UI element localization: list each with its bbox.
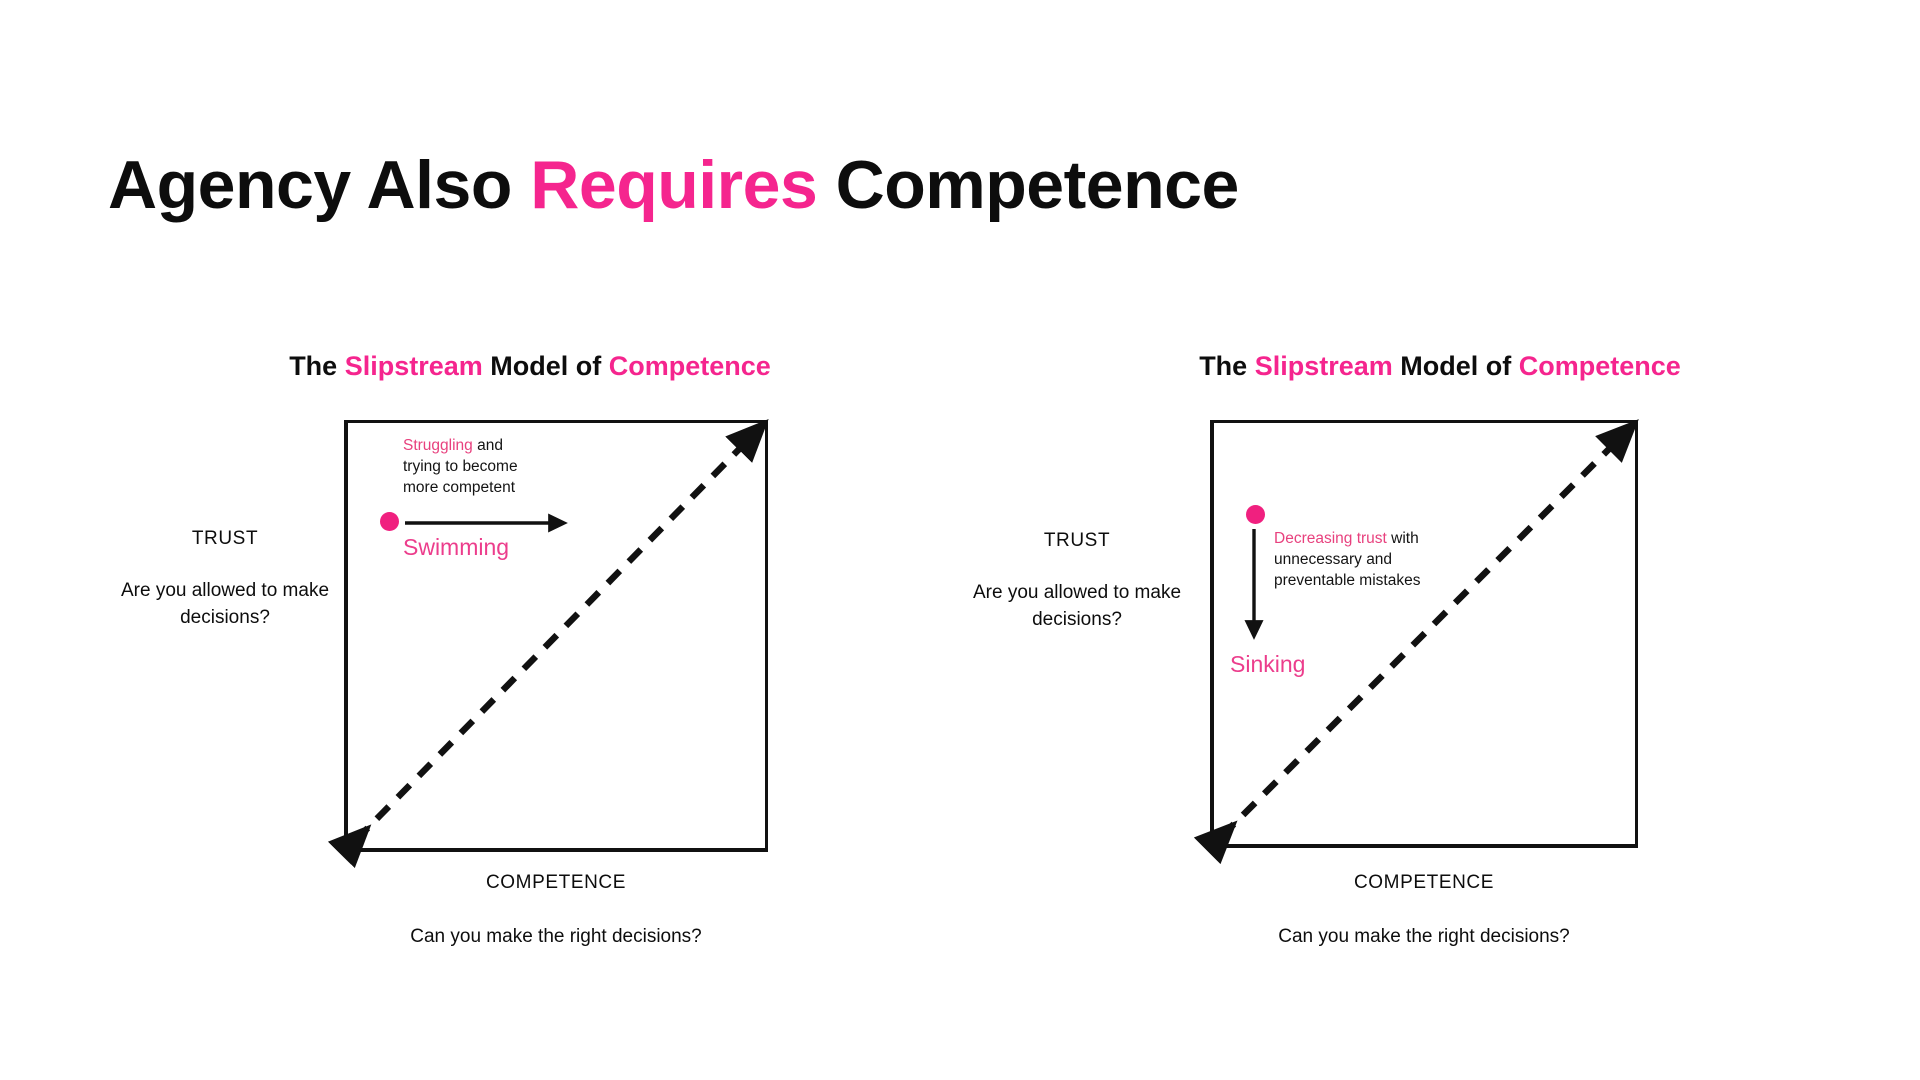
panel-subtitle: The Slipstream Model of Competence (1060, 350, 1820, 382)
diagram: TRUST Are you allowed to make decisions?… (121, 419, 910, 947)
annotation-highlight: Decreasing trust (1274, 530, 1387, 548)
x-axis-label-group: COMPETENCE Can you make the right decisi… (1210, 872, 1638, 951)
subtitle-competence: Competence (1518, 351, 1681, 381)
subtitle-slipstream: Slipstream (1254, 351, 1393, 381)
diagonal-reference-line (1194, 419, 1639, 865)
page-title: Agency Also Requires Competence (108, 146, 1240, 223)
y-axis-title: TRUST (191, 528, 259, 550)
y-axis-label-group: TRUST Are you allowed to make decisions? (962, 530, 1192, 634)
direction-arrow-down (1244, 529, 1264, 641)
annotation-decreasing-trust: Decreasing trust with unnecessary and pr… (1274, 529, 1494, 591)
state-label-sinking: Sinking (1230, 651, 1306, 678)
subtitle-competence: Competence (608, 351, 771, 381)
x-axis-title: COMPETENCE (1353, 872, 1495, 894)
subtitle-slipstream: Slipstream (344, 351, 483, 381)
panel-swimming: The Slipstream Model of Competence TRUST… (121, 350, 910, 947)
subtitle-model-of: Model of (482, 351, 609, 381)
x-axis-question: Can you make the right decisions? (1278, 926, 1570, 948)
y-axis-question: Are you allowed to make decisions? (972, 582, 1182, 631)
subtitle-the: The (1199, 351, 1255, 381)
annotation-rest: and trying to become more competent (403, 437, 518, 496)
x-axis-question: Can you make the right decisions? (410, 926, 702, 948)
annotation-rest: with unnecessary and preventable mistake… (1274, 530, 1421, 589)
direction-arrow-right (405, 513, 568, 533)
x-axis-title: COMPETENCE (485, 872, 627, 894)
subtitle-model-of: Model of (1392, 351, 1519, 381)
state-label-swimming: Swimming (403, 534, 510, 561)
subtitle-the: The (289, 351, 345, 381)
current-position-dot (380, 512, 399, 532)
panel-subtitle: The Slipstream Model of Competence (150, 350, 910, 382)
y-axis-title: TRUST (1043, 530, 1111, 552)
current-position-dot (1246, 505, 1265, 525)
plot-box: Struggling and trying to become more com… (328, 419, 769, 869)
page-title-part2: Competence (817, 146, 1240, 223)
page-title-part1: Agency Also (108, 146, 531, 223)
y-axis-label-group: TRUST Are you allowed to make decisions? (110, 528, 340, 632)
panel-sinking: The Slipstream Model of Competence TRUST… (973, 350, 1820, 947)
plot-box: Decreasing trust with unnecessary and pr… (1194, 419, 1639, 865)
y-axis-question: Are you allowed to make decisions? (120, 580, 330, 629)
x-axis-label-group: COMPETENCE Can you make the right decisi… (344, 872, 768, 951)
page-title-highlight: Requires (530, 146, 818, 223)
annotation-highlight: Struggling (403, 437, 473, 455)
annotation-struggling: Struggling and trying to become more com… (403, 436, 603, 498)
diagram: TRUST Are you allowed to make decisions? (973, 419, 1820, 947)
